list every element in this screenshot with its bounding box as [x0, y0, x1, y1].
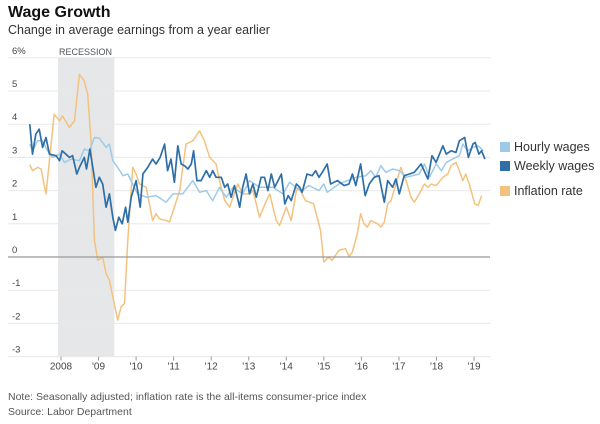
x-tick-label: '12: [205, 362, 218, 373]
y-tick-label: 5: [12, 79, 17, 90]
x-tick-label: '14: [280, 362, 293, 373]
legend-label-weekly: Weekly wages: [514, 159, 595, 173]
footnote: Note: Seasonally adjusted; inflation rat…: [8, 391, 367, 403]
x-tick-label: '11: [168, 362, 181, 373]
y-tick-label: 1: [12, 212, 17, 223]
legend-item-weekly: Weekly wages: [500, 159, 594, 173]
series-line-weekly-wages: [28, 124, 486, 232]
legend-swatch-weekly: [500, 161, 510, 171]
y-tick-label: 4: [12, 112, 17, 123]
legend-swatch-hourly: [500, 142, 510, 152]
legend-swatch-inflation: [500, 186, 510, 196]
x-tick-label: '19: [468, 362, 481, 373]
y-tick-label: 3: [12, 145, 17, 156]
y-tick-label: 6%: [12, 46, 26, 57]
y-tick-label: -2: [12, 311, 20, 322]
legend-item-inflation: Inflation rate: [500, 184, 583, 198]
x-tick-label: '17: [392, 362, 405, 373]
series-line-inflation-rate: [29, 73, 483, 321]
source-note: Source: Labor Department: [8, 406, 132, 418]
x-tick-label: '10: [130, 362, 143, 373]
y-tick-label: -3: [12, 345, 20, 356]
x-tick-label: '16: [355, 362, 368, 373]
legend-label-inflation: Inflation rate: [514, 184, 583, 198]
y-tick-label: -1: [12, 278, 20, 289]
x-tick-label: '09: [92, 362, 105, 373]
legend-item-hourly: Hourly wages: [500, 140, 590, 154]
chart-title: Wage Growth: [8, 4, 111, 21]
x-tick-label: '13: [242, 362, 255, 373]
x-tick-label: 2008: [50, 362, 73, 373]
x-tick-label: '15: [317, 362, 330, 373]
chart-subtitle: Change in average earnings from a year e…: [8, 23, 270, 37]
legend-label-hourly: Hourly wages: [514, 140, 590, 154]
x-tick-label: '18: [430, 362, 443, 373]
recession-label: RECESSION: [59, 47, 112, 57]
y-tick-label: 2: [12, 179, 17, 190]
y-tick-label: 0: [12, 245, 17, 256]
recession-shading: [57, 57, 115, 357]
